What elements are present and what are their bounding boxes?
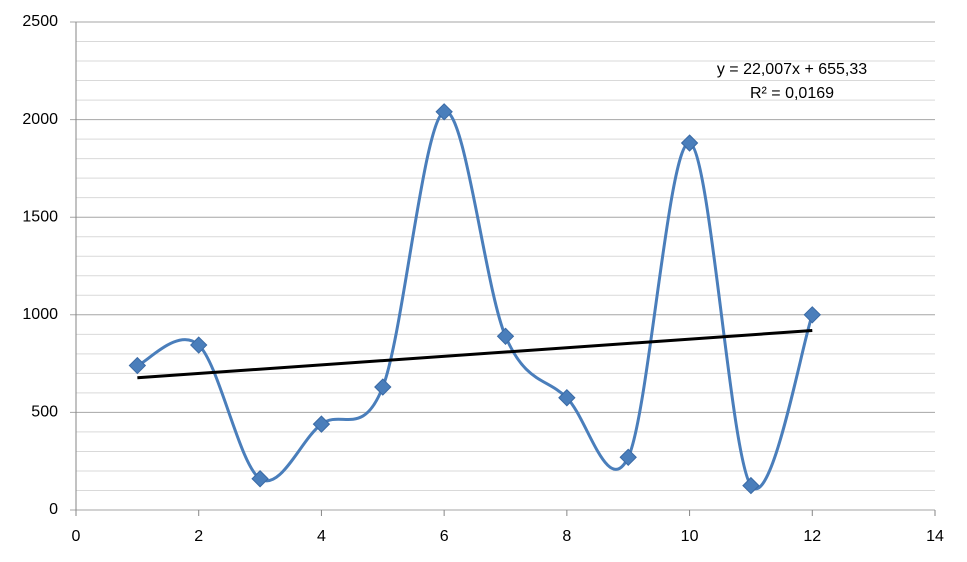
x-tick-label: 4 [317,528,326,545]
y-tick-label: 2500 [22,13,58,30]
trendline [137,329,813,380]
x-tick-label: 10 [681,528,699,545]
marker [496,327,515,345]
marker [680,134,699,152]
y-tick-label: 0 [49,501,58,518]
y-tick-label: 2000 [22,111,58,128]
x-tick-label: 2 [194,528,203,545]
y-tick-label: 1000 [22,306,58,323]
marker [374,378,392,396]
marker [251,470,269,488]
x-tick-label: 14 [926,528,944,545]
y-tick-label: 1500 [22,208,58,225]
marker [742,476,760,495]
trend-r2: R² = 0,0169 [750,85,834,102]
x-tick-label: 0 [72,528,81,545]
marker [312,415,331,433]
marker [558,389,576,407]
marker [619,448,637,467]
marker [435,103,453,121]
marker [190,336,208,354]
marker [128,356,147,375]
x-tick-label: 12 [803,528,821,545]
trend-equation: y = 22,007x + 655,33 [717,61,867,78]
y-tick-label: 500 [31,404,58,421]
marker [803,306,821,324]
x-tick-label: 8 [562,528,571,545]
x-tick-label: 6 [440,528,449,545]
